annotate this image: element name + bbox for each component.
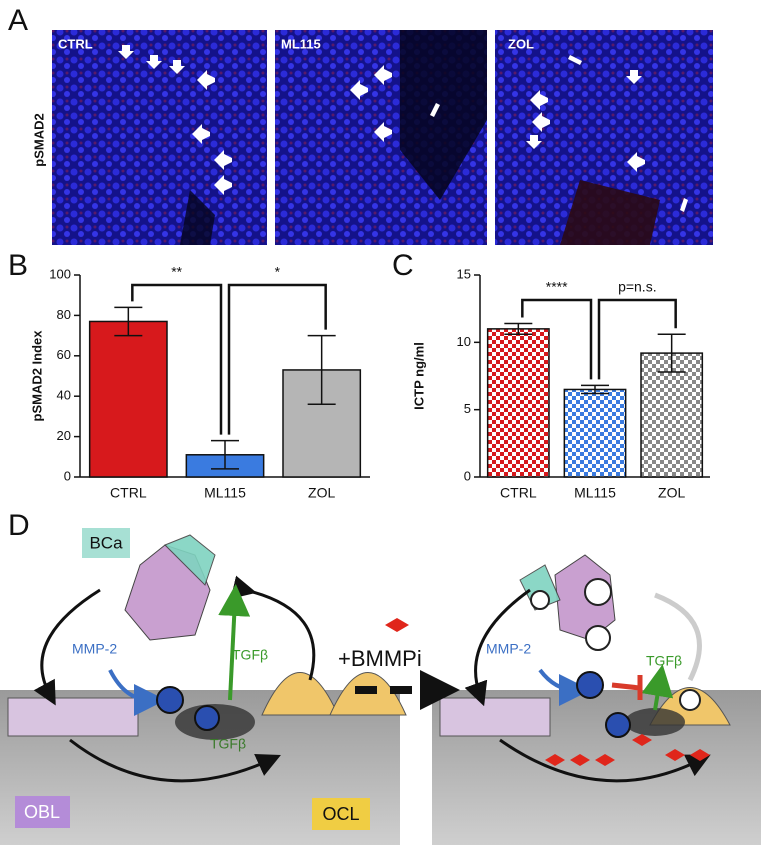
- significance-label: ****: [546, 279, 568, 295]
- y-tick-label: 10: [457, 334, 471, 349]
- y-tick-label: 0: [464, 468, 471, 483]
- y-tick-label: 40: [57, 388, 71, 403]
- x-tick-label: ML115: [204, 485, 246, 501]
- treatment-label: +BMMPi: [338, 646, 422, 671]
- significance-bracket: [131, 283, 223, 435]
- cell-label: BCa: [89, 533, 123, 552]
- cell-label: OCL: [322, 804, 359, 824]
- y-label: pSMAD2: [31, 113, 46, 166]
- x-tick-label: ML115: [574, 485, 616, 501]
- image-label: CTRL: [58, 36, 93, 51]
- error-bar: [581, 384, 609, 395]
- error-bar: [114, 306, 143, 337]
- bar: [486, 328, 550, 478]
- x-tick-label: ZOL: [658, 485, 685, 501]
- panel-label: D: [8, 509, 30, 542]
- x-tick-label: ZOL: [308, 485, 335, 501]
- y-tick-label: 5: [464, 401, 471, 416]
- mechanism-diagram: [0, 528, 761, 845]
- significance-bracket: [227, 283, 327, 435]
- panel-label: A: [8, 4, 28, 37]
- significance-bracket: [521, 298, 593, 380]
- significance-label: *: [275, 264, 281, 280]
- factor-label: TGFβ: [210, 736, 246, 752]
- panel-label: C: [392, 249, 414, 282]
- y-tick-label: 80: [57, 307, 71, 322]
- error-bar: [211, 439, 239, 470]
- bar: [640, 352, 704, 478]
- error-bar: [307, 334, 336, 406]
- cell-label: OBL: [24, 802, 60, 822]
- significance-label: **: [171, 264, 182, 280]
- image-label: ML115: [281, 36, 321, 51]
- image-label: ZOL: [508, 36, 534, 51]
- factor-label: TGFβ: [646, 653, 682, 669]
- bar: [88, 320, 168, 478]
- y-tick-label: 100: [49, 266, 71, 281]
- micrographs: [52, 30, 713, 245]
- y-tick-label: 20: [57, 428, 71, 443]
- error-bar: [504, 322, 533, 336]
- y-axis-label: ICTP ng/ml: [411, 342, 426, 410]
- enzyme-label: MMP-2: [486, 641, 531, 657]
- y-axis-label: pSMAD2 Index: [29, 330, 44, 422]
- factor-label: TGFβ: [232, 647, 268, 663]
- y-tick-label: 15: [457, 266, 471, 281]
- x-tick-label: CTRL: [500, 485, 537, 501]
- y-tick-label: 60: [57, 347, 71, 362]
- error-bar: [657, 333, 686, 373]
- y-tick-label: 0: [64, 468, 71, 483]
- x-tick-label: CTRL: [110, 485, 147, 501]
- significance-bracket: [597, 298, 677, 380]
- panel-label: B: [8, 249, 28, 282]
- bar: [563, 388, 627, 478]
- enzyme-label: MMP-2: [72, 641, 117, 657]
- significance-label: p=n.s.: [618, 279, 657, 295]
